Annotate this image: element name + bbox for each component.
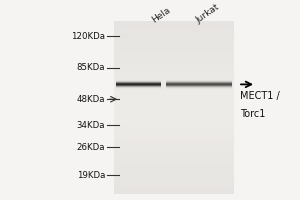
- Text: 26KDa: 26KDa: [77, 143, 105, 152]
- Text: Torc1: Torc1: [240, 109, 265, 119]
- Text: MECT1 /: MECT1 /: [240, 91, 279, 101]
- Bar: [114, 21, 234, 194]
- Text: 34KDa: 34KDa: [77, 121, 105, 130]
- Text: 85KDa: 85KDa: [77, 63, 105, 72]
- Text: 48KDa: 48KDa: [77, 95, 105, 104]
- Text: 19KDa: 19KDa: [77, 171, 105, 180]
- Text: 120KDa: 120KDa: [71, 32, 105, 41]
- Text: Hela: Hela: [150, 6, 172, 25]
- Text: Jurkat: Jurkat: [195, 3, 222, 25]
